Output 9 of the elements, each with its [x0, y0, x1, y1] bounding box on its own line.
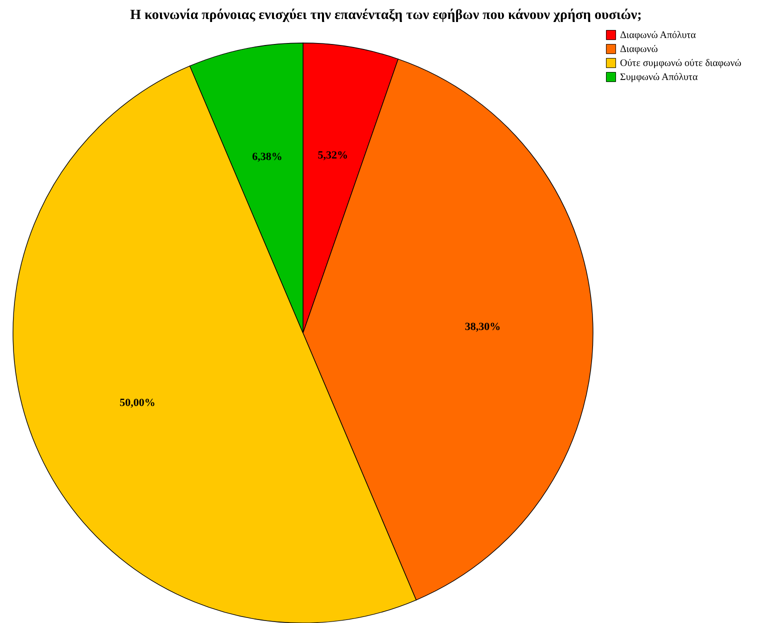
data-label: 6,38% [252, 150, 282, 163]
data-label: 38,30% [464, 321, 501, 334]
chart-title: Η κοινωνία πρόνοιας ενισχύει την επανένταξη των εφήβων που κάνουν χρήση ουσιών; [130, 8, 642, 23]
legend-label: Ούτε συμφωνώ ούτε διαφωνώ [620, 58, 742, 69]
legend-label: Συμφωνώ Απόλυτα [620, 72, 698, 83]
legend-label: Διαφωνώ [620, 44, 658, 55]
data-label: 5,32% [318, 150, 348, 162]
legend-label: Διαφωνώ Απόλυτα [620, 30, 697, 41]
data-label: 50,00% [120, 397, 156, 410]
